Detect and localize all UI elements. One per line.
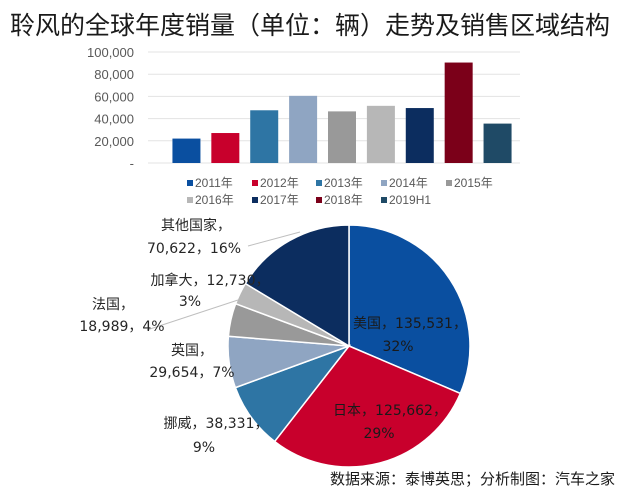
legend-swatch xyxy=(252,197,258,203)
y-tick-label: - xyxy=(130,156,134,171)
legend: 2011年 2012年 2013年 2014年 2015年 2016年 2017年 2018年… xyxy=(187,176,493,207)
legend-label: 2016年 xyxy=(195,193,234,207)
leader-line xyxy=(146,299,239,331)
bar-2014年 xyxy=(289,95,318,163)
y-tick-label: 40,000 xyxy=(94,112,134,127)
pie-data-label: 70,622，16% xyxy=(147,241,241,257)
legend-label: 2011年 xyxy=(195,176,233,190)
bar-2019H1 xyxy=(483,123,512,163)
bar-2013年 xyxy=(250,110,279,163)
legend-swatch xyxy=(316,180,322,186)
pie-slice-美国 xyxy=(348,224,471,395)
pie-data-label: 挪威，38,331， xyxy=(164,416,269,432)
pie-data-label: 美国，135,531， xyxy=(353,316,467,332)
bar-2012年 xyxy=(211,133,240,163)
pie-slice-其他国家 xyxy=(244,224,350,348)
legend-label: 2018年 xyxy=(324,193,363,207)
legend-label: 2015年 xyxy=(454,176,493,190)
legend-swatch xyxy=(316,197,322,203)
bar-2016年 xyxy=(366,105,395,163)
y-tick-label: 20,000 xyxy=(94,134,134,149)
legend-swatch xyxy=(381,197,387,203)
pie-data-label: 9% xyxy=(193,440,215,456)
legend-swatch xyxy=(252,180,258,186)
bar-2018年 xyxy=(444,62,473,163)
pie-data-label: 日本，125,662， xyxy=(333,403,447,419)
legend-swatch xyxy=(187,197,193,203)
legend-swatch xyxy=(446,180,452,186)
source-note: 数据来源：泰博英思；分析制图：汽车之家 xyxy=(330,470,616,488)
bar-2011年 xyxy=(172,138,201,163)
bar-2017年 xyxy=(405,108,434,163)
pie-data-label: 英国， xyxy=(171,342,213,359)
leader-line xyxy=(247,231,301,247)
pie-data-label: 3% xyxy=(179,294,201,310)
legend-label: 2014年 xyxy=(389,176,428,190)
pie-data-label: 其他国家， xyxy=(161,217,231,234)
legend-label: 2019H1 xyxy=(389,193,431,207)
pie-data-label: 18,989，4% xyxy=(79,319,164,335)
legend-label: 2017年 xyxy=(260,193,299,207)
legend-swatch xyxy=(381,180,387,186)
pie-data-label: 32% xyxy=(382,339,413,355)
legend-label: 2013年 xyxy=(324,176,363,190)
legend-swatch xyxy=(187,180,193,186)
pie-data-label: 加拿大，12,730， xyxy=(151,272,270,289)
pie-data-label: 法国， xyxy=(92,297,134,313)
y-tick-label: 60,000 xyxy=(94,89,134,104)
legend-label: 2012年 xyxy=(260,176,299,190)
y-tick-label: 80,000 xyxy=(94,67,134,82)
bar-2015年 xyxy=(328,111,356,163)
pie-slice-日本 xyxy=(273,345,462,468)
y-tick-label: 100,000 xyxy=(87,45,134,60)
pie-data-label: 29,654，7% xyxy=(149,365,234,381)
pie-data-label: 29% xyxy=(363,426,394,442)
pie-chart: 美国，135,531， 32% 日本，125,662， 29% 挪威，38,331， 9%… xyxy=(79,217,471,468)
bar-chart: - 20,000 40,000 60,000 80,000 100,000 xyxy=(87,45,520,171)
chart-title: 聆风的全球年度销量（单位：辆）走势及销售区域结构 xyxy=(9,11,610,40)
